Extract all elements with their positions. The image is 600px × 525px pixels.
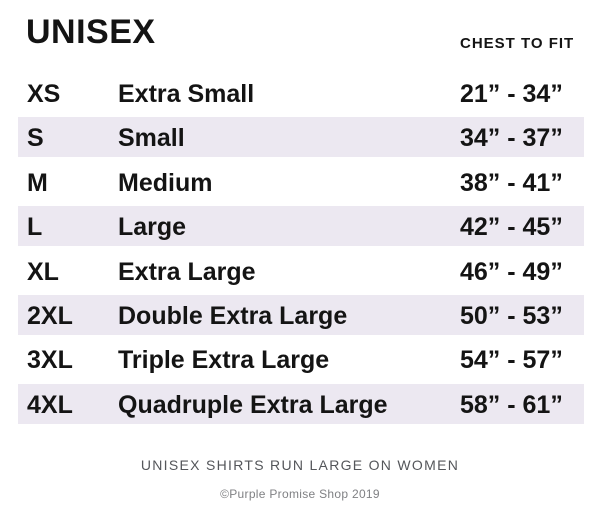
chest-range-cell: 38” - 41”: [460, 168, 563, 197]
size-code-cell: XL: [27, 257, 59, 286]
chest-range-cell: 58” - 61”: [460, 390, 563, 419]
size-code-cell: S: [27, 124, 44, 153]
size-row-s: S Small 34” - 37”: [18, 117, 584, 158]
chest-range-cell: 54” - 57”: [460, 346, 563, 375]
chest-range-cell: 50” - 53”: [460, 301, 563, 330]
size-code-cell: 3XL: [27, 346, 73, 375]
size-code-cell: 2XL: [27, 301, 73, 330]
chest-range-cell: 46” - 49”: [460, 257, 563, 286]
size-row-3xl: 3XL Triple Extra Large 54” - 57”: [18, 339, 584, 379]
chest-range-cell: 21” - 34”: [460, 80, 563, 108]
size-code-cell: L: [27, 213, 43, 242]
chest-to-fit-column-header: CHEST TO FIT: [460, 35, 575, 52]
size-row-l: L Large 42” - 45”: [18, 206, 584, 247]
size-code-cell: XS: [27, 80, 61, 108]
copyright-line: ©Purple Promise Shop 2019: [220, 487, 380, 501]
size-row-xl: XL Extra Large 46” - 49”: [18, 251, 584, 291]
size-name-cell: Double Extra Large: [118, 301, 348, 330]
size-row-m: M Medium 38” - 41”: [18, 162, 584, 202]
size-name-cell: Extra Large: [118, 257, 256, 286]
chest-range-cell: 42” - 45”: [460, 213, 563, 242]
size-row-4xl: 4XL Quadruple Extra Large 58” - 61”: [18, 383, 584, 424]
size-name-cell: Large: [118, 213, 187, 242]
size-row-xs: XS Extra Small 21” - 34”: [18, 73, 584, 113]
chest-range-cell: 34” - 37”: [460, 124, 563, 153]
size-name-cell: Quadruple Extra Large: [118, 390, 388, 419]
size-name-cell: Small: [118, 124, 185, 153]
size-code-cell: M: [27, 168, 48, 197]
size-row-2xl: 2XL Double Extra Large 50” - 53”: [18, 294, 584, 335]
size-name-cell: Triple Extra Large: [118, 346, 330, 375]
size-name-cell: Medium: [118, 168, 213, 197]
size-chart-table: XS Extra Small 21” - 34” S Small 34” - 3…: [18, 73, 584, 424]
size-name-cell: Extra Small: [118, 80, 255, 108]
page-title: UNISEX: [26, 13, 156, 51]
size-code-cell: 4XL: [27, 390, 73, 419]
fit-footnote: UNISEX SHIRTS RUN LARGE ON WOMEN: [140, 457, 460, 473]
